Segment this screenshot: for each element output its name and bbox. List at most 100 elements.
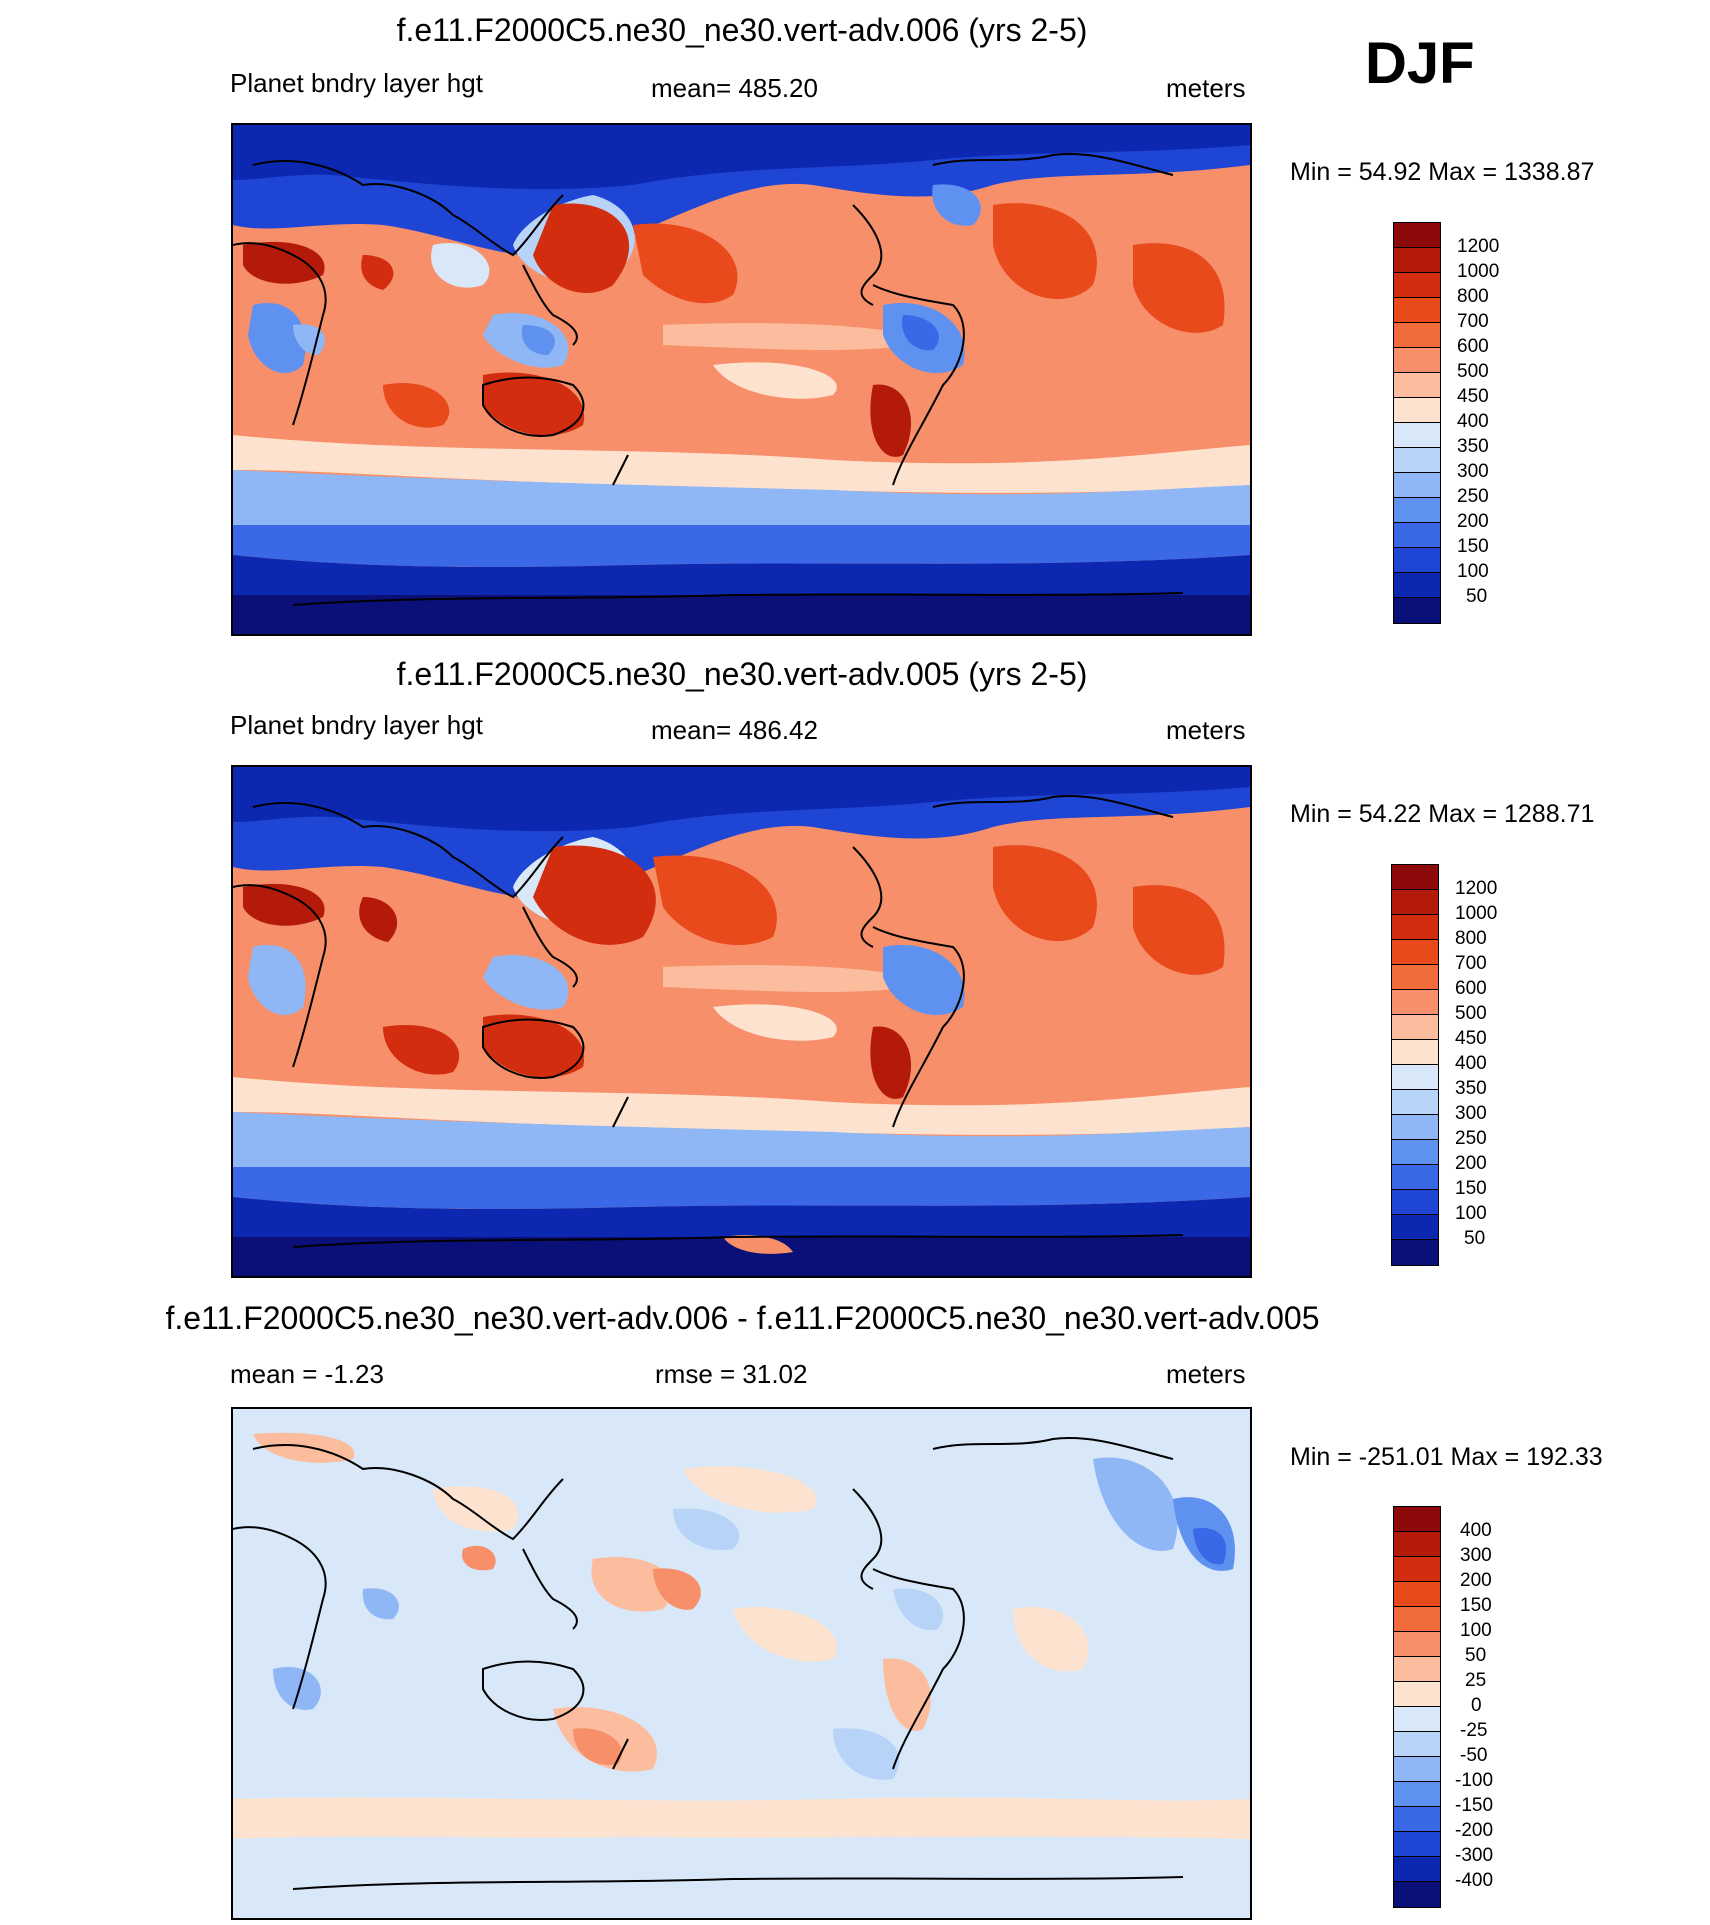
colorbar-swatch [1394,548,1440,573]
panel-2-map [231,765,1252,1278]
colorbar-swatch [1394,1532,1440,1557]
colorbar-swatch [1394,248,1440,273]
colorbar-tick-label: 200 [1460,1570,1492,1591]
colorbar-tick-label: 1000 [1457,261,1500,282]
colorbar-swatch [1394,1857,1440,1882]
colorbar-swatch [1392,865,1438,890]
colorbar-tick-label: 1200 [1457,236,1500,257]
colorbar-swatch [1394,223,1440,248]
colorbar-tick-label: 450 [1457,386,1489,407]
panel-3-map [231,1407,1252,1920]
colorbar-swatch [1392,1090,1438,1115]
colorbar-tick-label: 350 [1455,1078,1487,1099]
colorbar-swatch [1392,1115,1438,1140]
colorbar-swatch [1392,1215,1438,1240]
colorbar-tick-label: -100 [1455,1770,1494,1791]
colorbar-tick-label: 400 [1457,411,1489,432]
colorbar-swatch [1394,273,1440,298]
colorbar-tick-label: 50 [1464,1228,1486,1249]
colorbar-tick-label: 700 [1457,311,1489,332]
colorbar-swatch [1392,1165,1438,1190]
colorbar-swatch [1394,598,1440,623]
colorbar-tick-label: 800 [1457,286,1489,307]
colorbar-swatch [1394,1607,1440,1632]
colorbar-tick-label: 100 [1460,1620,1492,1641]
panel-2-variable-label: Planet bndry layer hgt [230,710,483,740]
colorbar-swatch [1392,990,1438,1015]
colorbar-swatch [1394,1557,1440,1582]
colorbar-swatch [1394,448,1440,473]
colorbar-swatch [1394,323,1440,348]
colorbar-tick-label: 150 [1457,536,1489,557]
colorbar-swatch [1392,1190,1438,1215]
panel-3-minmax-label: Min = -251.01 Max = 192.33 [1290,1443,1603,1471]
colorbar-swatch [1394,1657,1440,1682]
panel-2-units-label: meters [1166,715,1246,745]
colorbar-swatch [1394,1782,1440,1807]
panel-3-rmse-label: rmse = 31.02 [655,1359,808,1389]
colorbar-swatch [1394,398,1440,423]
colorbar-tick-label: -50 [1460,1745,1488,1766]
colorbar-swatch [1392,1040,1438,1065]
colorbar-tick-label: 450 [1455,1028,1487,1049]
colorbar-swatch [1394,348,1440,373]
panel-1-variable-label: Planet bndry layer hgt [230,68,483,98]
panel-2-title: f.e11.F2000C5.ne30_ne30.vert-adv.005 (yr… [396,656,1088,692]
colorbar-tick-label: 400 [1460,1520,1492,1541]
colorbar-swatch [1394,523,1440,548]
colorbar-swatch [1392,915,1438,940]
colorbar-tick-label: 350 [1457,436,1489,457]
colorbar-swatch [1394,1632,1440,1657]
panel-3-title: f.e11.F2000C5.ne30_ne30.vert-adv.006 - f… [165,1300,1320,1336]
colorbar-tick-label: 500 [1457,361,1489,382]
colorbar-swatch [1394,1582,1440,1607]
colorbar-swatch [1394,298,1440,323]
panel-1-units-label: meters [1166,73,1246,103]
colorbar-swatch [1392,1065,1438,1090]
panel-2-minmax-label: Min = 54.22 Max = 1288.71 [1290,800,1595,828]
colorbar-tick-label: 100 [1455,1203,1487,1224]
colorbar-tick-label: 600 [1457,336,1489,357]
colorbar-swatch [1392,890,1438,915]
colorbar-tick-label: 1000 [1455,903,1498,924]
colorbar-tick-label: 25 [1465,1670,1487,1691]
colorbar-swatch [1394,573,1440,598]
colorbar-tick-label: 150 [1455,1178,1487,1199]
colorbar-swatch [1394,1807,1440,1832]
colorbar-tick-label: 50 [1466,586,1488,607]
colorbar-swatch [1394,1707,1440,1732]
panel-3-mean-label: mean = -1.23 [230,1359,384,1389]
panel-1-map-field [233,125,1250,634]
colorbar-tick-label: 200 [1455,1153,1487,1174]
panel-2-colorbar [1391,864,1439,1266]
panel-3-map-field [233,1409,1250,1918]
colorbar-swatch [1394,1882,1440,1907]
panel-2-map-field [233,767,1250,1276]
colorbar-tick-label: -150 [1455,1795,1494,1816]
colorbar-swatch [1394,498,1440,523]
colorbar-swatch [1394,1507,1440,1532]
colorbar-tick-label: 300 [1455,1103,1487,1124]
colorbar-tick-label: 500 [1455,1003,1487,1024]
colorbar-swatch [1392,1240,1438,1265]
colorbar-tick-label: 700 [1455,953,1487,974]
colorbar-tick-label: 300 [1460,1545,1492,1566]
season-label: DJF [1365,31,1475,96]
colorbar-tick-label: 100 [1457,561,1489,582]
colorbar-tick-label: 200 [1457,511,1489,532]
colorbar-tick-label: 300 [1457,461,1489,482]
colorbar-tick-label: 600 [1455,978,1487,999]
colorbar-tick-label: -200 [1455,1820,1494,1841]
colorbar-swatch [1392,1015,1438,1040]
panel-1-colorbar [1393,222,1441,624]
colorbar-tick-label: 150 [1460,1595,1492,1616]
panel-1-minmax-label: Min = 54.92 Max = 1338.87 [1290,158,1595,186]
colorbar-tick-label: 250 [1455,1128,1487,1149]
colorbar-tick-label: -400 [1455,1870,1494,1891]
colorbar-tick-label: 0 [1471,1695,1482,1716]
panel-1-mean-label: mean= 485.20 [651,73,818,103]
colorbar-swatch [1392,965,1438,990]
colorbar-tick-label: 800 [1455,928,1487,949]
colorbar-tick-label: -25 [1460,1720,1488,1741]
colorbar-swatch [1394,1832,1440,1857]
